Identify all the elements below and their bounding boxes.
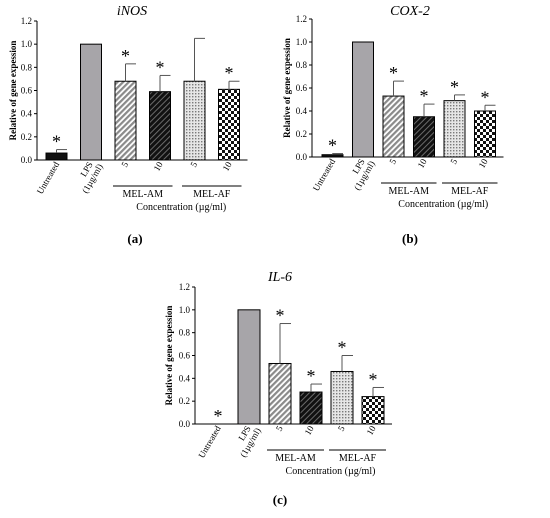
panel-label: (b) (402, 231, 418, 246)
significance-mark: * (276, 306, 285, 326)
x-tick-label: 10 (221, 160, 234, 173)
x-tick-label: 10 (365, 424, 378, 437)
x-tick-label: Untreated (311, 157, 338, 193)
chart-panel-2: IL-6 0.0 0.2 0.4 0.6 0.8 1.0 1.2 Relative of gen… (164, 270, 392, 507)
group-label: MEL-AF (451, 186, 489, 197)
significance-mark: * (307, 366, 316, 386)
significance-mark: * (328, 136, 337, 156)
bar-4 (330, 370, 354, 425)
y-tick-label: 0.6 (21, 86, 33, 96)
significance-mark: * (225, 63, 234, 83)
group-label: MEL-AM (122, 189, 163, 200)
chart-title: IL-6 (267, 270, 292, 285)
y-tick-label: 0.2 (179, 396, 190, 406)
x-tick-label: 5 (119, 160, 130, 169)
x-tick-label: 5 (387, 157, 398, 166)
y-axis-label: Relative of gene expession (164, 306, 174, 406)
significance-mark: * (121, 46, 130, 66)
x-tick-label: 5 (336, 424, 347, 433)
bar-3 (149, 91, 171, 161)
bar-4 (183, 80, 206, 161)
bar-2 (382, 95, 405, 158)
panel-label: (c) (273, 492, 287, 507)
y-tick-label: 0.2 (21, 132, 32, 142)
significance-mark: * (481, 87, 490, 107)
bar-5 (361, 396, 385, 425)
bar-2 (114, 80, 137, 161)
group-label: MEL-AF (339, 453, 377, 464)
panel-label: (a) (127, 231, 142, 246)
x-tick-label: 5 (448, 157, 459, 166)
significance-mark: * (52, 132, 61, 152)
bar-2 (268, 362, 292, 425)
y-tick-label: 0.6 (179, 351, 191, 361)
x-tick-label: Untreated (196, 424, 223, 460)
y-tick-label: 0.0 (296, 152, 308, 162)
bar-5 (474, 110, 496, 158)
x-tick-label: Untreated (35, 160, 62, 196)
x-tick-label: 10 (152, 160, 165, 173)
bar-4 (443, 100, 466, 158)
x-tick-label: 5 (188, 160, 199, 169)
x-axis-label: Concentration (µg/ml) (136, 202, 226, 213)
y-tick-label: 1.2 (21, 16, 32, 26)
x-tick-label: 10 (477, 157, 490, 170)
y-tick-label: 0.8 (296, 60, 308, 70)
group-label: MEL-AF (193, 189, 231, 200)
y-tick-label: 0.0 (179, 419, 191, 429)
y-tick-label: 0.4 (296, 106, 308, 116)
chart-panel-0: iNOS 0.0 0.2 0.4 0.6 0.8 1.0 1.2 Relative of gen… (8, 4, 248, 246)
significance-mark: * (338, 338, 347, 358)
bar-3 (413, 116, 435, 158)
y-axis-label: Relative of gene expession (282, 38, 292, 138)
y-tick-label: 0.8 (21, 62, 33, 72)
bar-3 (299, 391, 323, 425)
bar-1 (352, 41, 374, 158)
significance-mark: * (420, 86, 429, 106)
bar-1 (237, 309, 261, 425)
y-tick-label: 0.4 (21, 109, 33, 119)
bar-0 (45, 152, 68, 161)
group-label: MEL-AM (275, 453, 316, 464)
x-tick-label: 10 (303, 424, 316, 437)
bar-1 (80, 43, 102, 161)
chart-title: COX-2 (390, 4, 430, 19)
significance-mark: * (214, 406, 223, 426)
significance-mark: * (156, 57, 165, 77)
x-tick-label: 5 (274, 424, 285, 433)
bar-5 (218, 88, 240, 161)
y-tick-label: 0.2 (296, 129, 307, 139)
significance-mark: * (389, 63, 398, 83)
y-tick-label: 1.2 (296, 14, 307, 24)
y-tick-label: 1.0 (179, 305, 191, 315)
significance-mark: * (369, 369, 378, 389)
y-tick-label: 0.0 (21, 155, 33, 165)
x-tick-label: 10 (416, 157, 429, 170)
y-tick-label: 0.8 (179, 328, 191, 338)
y-tick-label: 0.6 (296, 83, 308, 93)
chart-panel-1: COX-2 0.0 0.2 0.4 0.6 0.8 1.0 1.2 Relative of ge… (282, 4, 504, 246)
y-axis-label: Relative of gene expession (8, 41, 18, 141)
y-tick-label: 1.0 (21, 39, 33, 49)
x-axis-label: Concentration (µg/ml) (286, 466, 376, 477)
group-label: MEL-AM (388, 186, 429, 197)
y-tick-label: 0.4 (179, 373, 191, 383)
chart-title: iNOS (117, 4, 147, 19)
y-tick-label: 1.2 (179, 282, 190, 292)
x-axis-label: Concentration (µg/ml) (398, 199, 488, 210)
y-tick-label: 1.0 (296, 37, 308, 47)
significance-mark: * (450, 77, 459, 97)
